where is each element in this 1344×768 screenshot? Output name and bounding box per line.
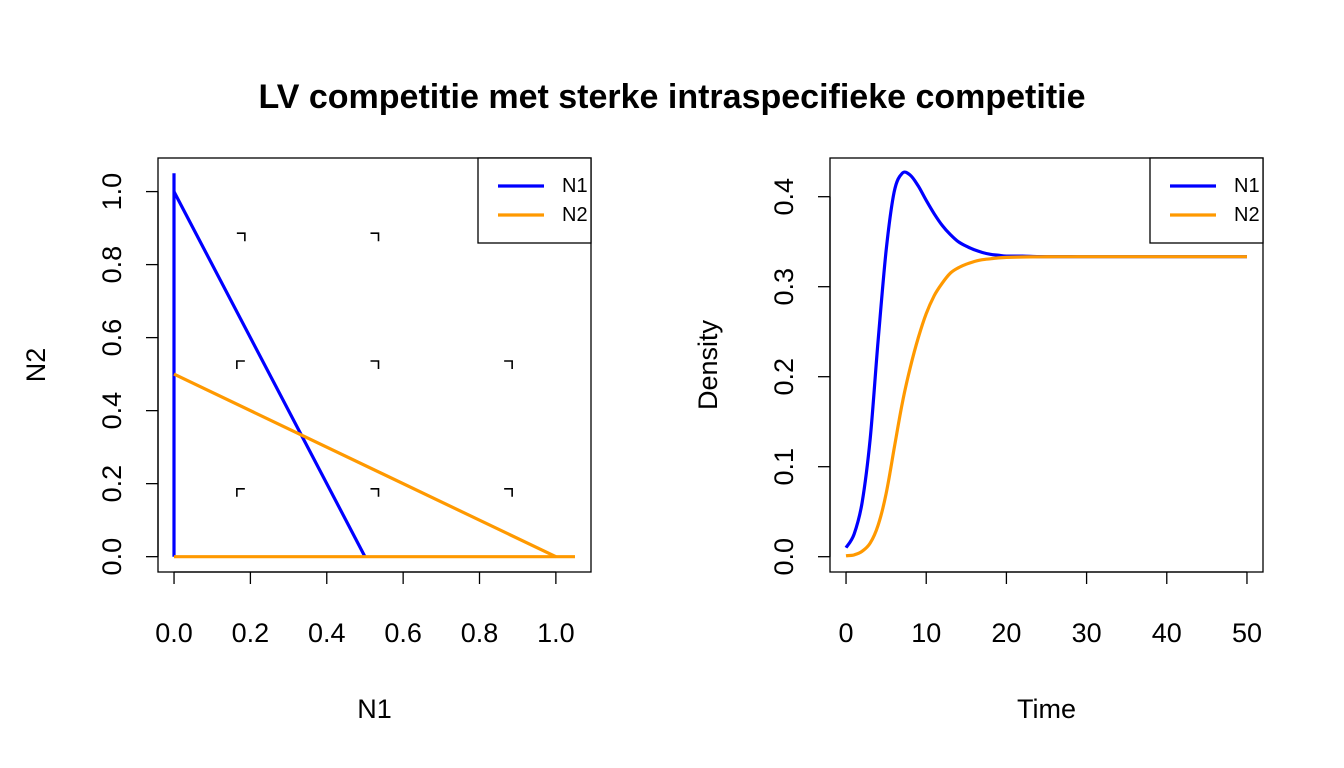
time-y-tick-label: 0.4 bbox=[769, 178, 799, 216]
phase-x-tick-label: 0.0 bbox=[155, 618, 193, 648]
vector-field-arrow bbox=[370, 360, 380, 369]
time-x-tick-label: 0 bbox=[839, 618, 854, 648]
time-legend-label-n2: N2 bbox=[1234, 204, 1260, 226]
phase-y-axis-label: N2 bbox=[21, 348, 51, 383]
time-x-axis-label: Time bbox=[1017, 694, 1076, 724]
time-y-tick-label: 0.3 bbox=[769, 268, 799, 306]
time-y-tick-label: 0.1 bbox=[769, 448, 799, 486]
phase-y-tick-label: 0.8 bbox=[97, 246, 127, 284]
phase-x-tick-label: 1.0 bbox=[537, 618, 575, 648]
phase-legend-box bbox=[477, 157, 592, 244]
time-x-tick-label: 30 bbox=[1072, 618, 1102, 648]
phase-y-tick-label: 0.6 bbox=[97, 319, 127, 357]
phase-x-tick-label: 0.4 bbox=[308, 618, 346, 648]
phase-x-tick-label: 0.2 bbox=[232, 618, 270, 648]
phase-x-axis-label: N1 bbox=[357, 694, 392, 724]
phase-y-tick-label: 0.0 bbox=[97, 538, 127, 576]
time-y-tick-label: 0.2 bbox=[769, 358, 799, 396]
phase-legend-label-n1: N1 bbox=[562, 175, 588, 197]
vector-field-arrow bbox=[504, 360, 513, 369]
time-y-tick-label: 0.0 bbox=[769, 538, 799, 576]
time-legend-label-n1: N1 bbox=[1234, 175, 1260, 197]
phase-y-tick-label: 1.0 bbox=[97, 173, 127, 211]
time-x-tick-label: 20 bbox=[991, 618, 1021, 648]
phase-y-tick-label: 0.2 bbox=[97, 465, 127, 503]
phase-x-tick-label: 0.6 bbox=[384, 618, 422, 648]
phase-y-tick-label: 0.4 bbox=[97, 392, 127, 430]
time-series-n2-line bbox=[845, 255, 1247, 558]
vector-field-arrow bbox=[236, 487, 245, 497]
vector-field-arrow bbox=[370, 232, 380, 242]
time-x-tick-label: 40 bbox=[1152, 618, 1182, 648]
time-legend-box bbox=[1149, 157, 1264, 244]
time-x-tick-label: 50 bbox=[1232, 618, 1262, 648]
vector-field-arrow bbox=[236, 360, 245, 369]
vector-field-arrow bbox=[236, 232, 246, 242]
time-y-axis-label: Density bbox=[693, 319, 723, 410]
phase-series-n1-line bbox=[172, 190, 367, 558]
time-x-tick-label: 10 bbox=[911, 618, 941, 648]
time-series-panel: 0 10 20 30 40 500.00.10.20.30.4TimeDensityN1N… bbox=[693, 157, 1264, 724]
phase-series-n2-line bbox=[173, 372, 557, 559]
phase-x-tick-label: 0.8 bbox=[461, 618, 499, 648]
phase-plane-panel: 0.0 0.2 0.4 0.6 0.8 1.00.00.20.40.60.81.0N1N2… bbox=[21, 157, 592, 724]
phase-legend-label-n2: N2 bbox=[562, 204, 588, 226]
vector-field-arrow bbox=[370, 487, 380, 497]
vector-field-arrow bbox=[504, 487, 513, 497]
figure-title: LV competitie met sterke intraspecifieke… bbox=[259, 78, 1086, 116]
